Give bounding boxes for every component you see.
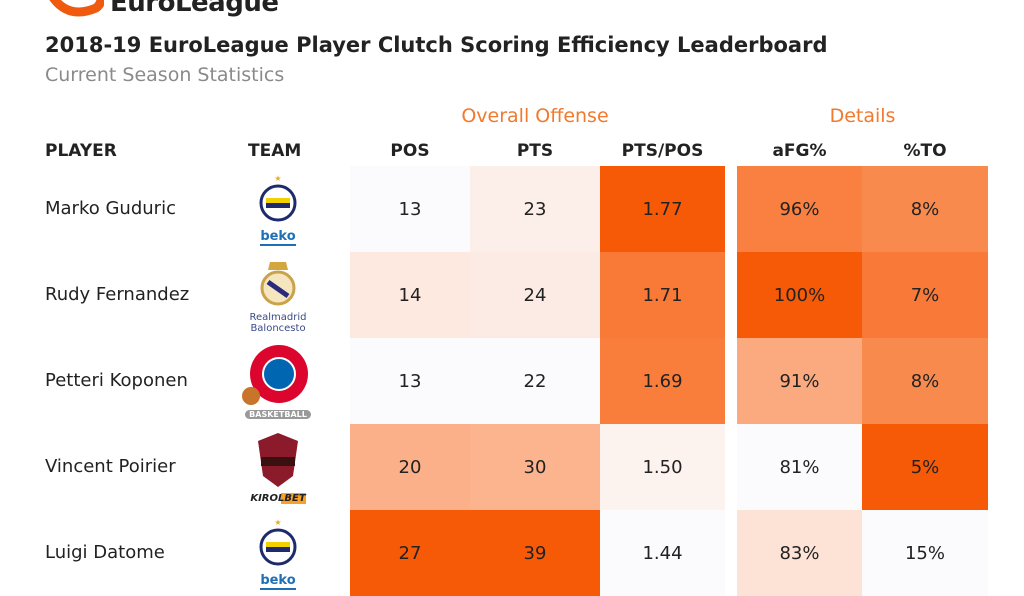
cell-pts-pos: 1.71: [600, 252, 725, 338]
cell-pos: 13: [350, 166, 470, 252]
header-afg: aFG%: [772, 141, 827, 161]
cell-afg: 96%: [737, 166, 862, 252]
player-name: Luigi Datome: [45, 542, 165, 563]
fenerbahce-beko-logo-icon: ★: [258, 517, 298, 573]
player-name: Petteri Koponen: [45, 370, 188, 391]
real-madrid-logo-icon: [258, 256, 298, 312]
cell-pts-pos: 1.77: [600, 166, 725, 252]
cell-pos: 27: [350, 510, 470, 596]
player-name: Rudy Fernandez: [45, 284, 190, 305]
cell-to: 15%: [862, 510, 988, 596]
header-to: %TO: [903, 141, 947, 161]
bayern-munchen-logo-icon: [241, 344, 315, 410]
cell-to: 5%: [862, 424, 988, 510]
cell-pos: 13: [350, 338, 470, 424]
header-pts: PTS: [516, 141, 554, 161]
svg-text:★: ★: [274, 174, 281, 183]
team-logo: KIROLBET: [238, 424, 318, 510]
page-subtitle: Current Season Statistics: [45, 64, 285, 86]
cell-pos: 20: [350, 424, 470, 510]
cell-afg: 83%: [737, 510, 862, 596]
cell-pts-pos: 1.50: [600, 424, 725, 510]
cell-pts: 30: [470, 424, 600, 510]
cell-to: 7%: [862, 252, 988, 338]
header-player: PLAYER: [45, 141, 117, 161]
cell-pts: 23: [470, 166, 600, 252]
sponsor-logo: BASKETBALL: [245, 409, 311, 419]
group-overall-offense: Overall Offense: [461, 105, 609, 127]
header-team: TEAM: [248, 141, 302, 161]
header-pts-pos: PTS/POS: [621, 141, 704, 161]
team-logo: Realmadrid Baloncesto: [238, 252, 318, 338]
cell-pts-pos: 1.44: [600, 510, 725, 596]
player-name: Vincent Poirier: [45, 456, 176, 477]
cell-pts: 22: [470, 338, 600, 424]
baskonia-logo-icon: [253, 431, 303, 493]
cell-pts-pos: 1.69: [600, 338, 725, 424]
fenerbahce-beko-logo-icon: ★: [258, 173, 298, 229]
group-details: Details: [829, 105, 896, 127]
euroleague-logo: EuroLeague: [48, 0, 279, 20]
player-name: Marko Guduric: [45, 198, 176, 219]
brand-name: EuroLeague: [110, 0, 279, 18]
cell-to: 8%: [862, 166, 988, 252]
svg-text:★: ★: [274, 518, 281, 527]
euroleague-ball-icon: [49, 0, 104, 17]
cell-pts: 39: [470, 510, 600, 596]
team-logo: BASKETBALL: [238, 338, 318, 424]
cell-pos: 14: [350, 252, 470, 338]
team-logo: ★ beko: [238, 166, 318, 252]
cell-afg: 91%: [737, 338, 862, 424]
cell-afg: 100%: [737, 252, 862, 338]
header-pos: POS: [390, 141, 430, 161]
cell-afg: 81%: [737, 424, 862, 510]
sponsor-logo: Realmadrid Baloncesto: [249, 312, 307, 334]
cell-pts: 24: [470, 252, 600, 338]
sponsor-logo: beko: [260, 228, 296, 246]
team-logo: ★ beko: [238, 510, 318, 596]
cell-to: 8%: [862, 338, 988, 424]
sponsor-logo: KIROLBET: [250, 492, 306, 504]
page-title: 2018-19 EuroLeague Player Clutch Scoring…: [45, 33, 828, 57]
sponsor-logo: beko: [260, 572, 296, 590]
